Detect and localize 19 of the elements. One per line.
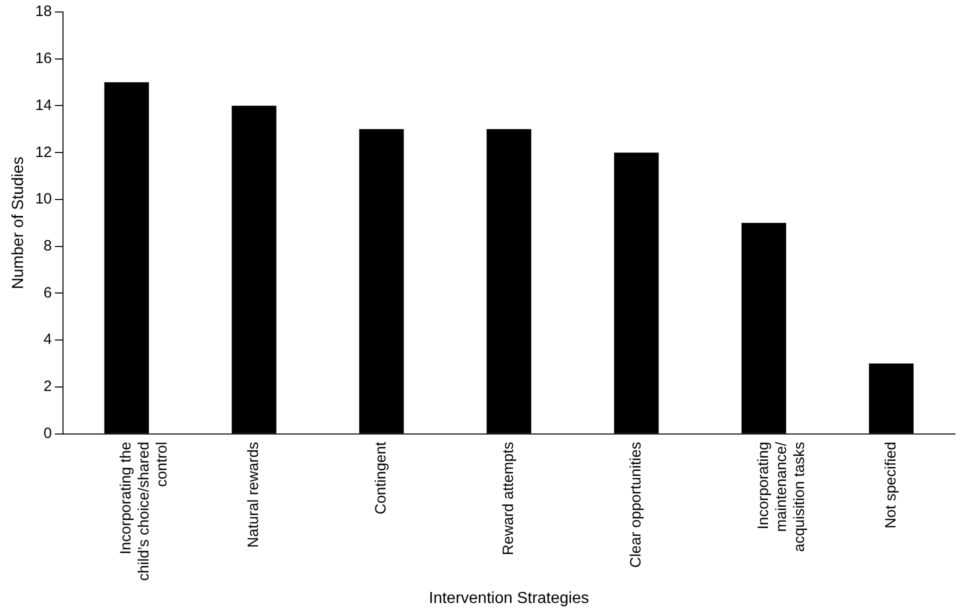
y-tick-label: 10 bbox=[35, 190, 52, 208]
y-tick-label: 16 bbox=[35, 50, 52, 68]
y-tick-label: 18 bbox=[35, 3, 52, 20]
x-tick-label: Reward attempts bbox=[500, 442, 518, 556]
x-tick-label: Not specified bbox=[882, 442, 900, 529]
x-tick-label: Incorporating maintenance/acquisition tasks bbox=[754, 441, 808, 552]
y-axis-title: Number of Studies bbox=[10, 156, 28, 290]
y-tick-label: 2 bbox=[44, 378, 52, 396]
y-tick-label: 6 bbox=[44, 284, 52, 302]
x-tick-label: Contingent bbox=[372, 441, 390, 514]
x-axis-title: Intervention Strategies bbox=[428, 590, 589, 607]
y-tick-label: 4 bbox=[44, 331, 52, 348]
y-tick-label: 8 bbox=[44, 237, 52, 254]
x-tick-label: Incorporating the child’s choice/shared control bbox=[118, 442, 171, 581]
y-tick-label: 0 bbox=[44, 424, 52, 442]
y-tick-label: 14 bbox=[35, 96, 52, 114]
x-tick-label: Natural rewards bbox=[245, 442, 262, 548]
x-tick-label: Clear opportunities bbox=[628, 442, 645, 568]
y-tick-label: 12 bbox=[35, 144, 52, 161]
